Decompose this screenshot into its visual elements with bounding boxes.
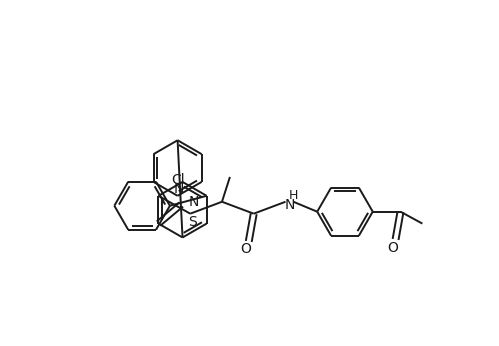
Text: S: S bbox=[188, 215, 197, 229]
Text: O: O bbox=[387, 242, 398, 255]
Text: O: O bbox=[241, 243, 251, 256]
Text: H: H bbox=[288, 189, 298, 202]
Text: N: N bbox=[188, 195, 199, 209]
Text: Cl: Cl bbox=[171, 173, 185, 187]
Text: N: N bbox=[284, 198, 295, 212]
Text: N: N bbox=[173, 182, 184, 196]
